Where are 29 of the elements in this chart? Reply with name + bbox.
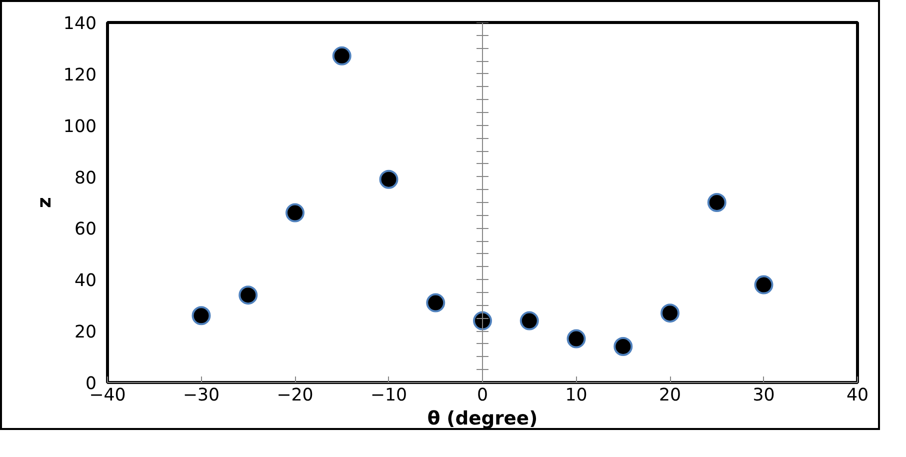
y-tick-label: 140 (63, 14, 97, 34)
y-tick-label: 20 (74, 322, 97, 343)
y-tick-label: 80 (74, 168, 97, 188)
point (379, 170, 398, 189)
x-tick-label: 30 (752, 386, 775, 406)
point (707, 193, 726, 212)
point (426, 293, 446, 312)
point (332, 46, 352, 66)
point (473, 311, 492, 330)
point (754, 275, 774, 294)
x-tick-label: −10 (370, 386, 408, 406)
x-tick-label: 40 (846, 386, 869, 406)
point (192, 306, 211, 326)
x-tick-label: −20 (276, 386, 314, 406)
x-tick-label: 0 (476, 386, 488, 406)
y-tick-label: 40 (74, 271, 97, 292)
x-tick-label: 20 (658, 386, 682, 406)
point (286, 203, 304, 222)
y-tick-label: 100 (63, 116, 97, 137)
x-tick-label: 10 (565, 386, 588, 406)
point (566, 329, 586, 348)
y-tick-label: 60 (74, 220, 97, 240)
y-tick-label: 120 (63, 65, 97, 86)
point (660, 304, 680, 323)
x-tick-label: −30 (182, 386, 220, 406)
point (520, 311, 539, 330)
point (238, 286, 258, 305)
y-axis-title: z (34, 197, 56, 208)
point (614, 337, 633, 356)
